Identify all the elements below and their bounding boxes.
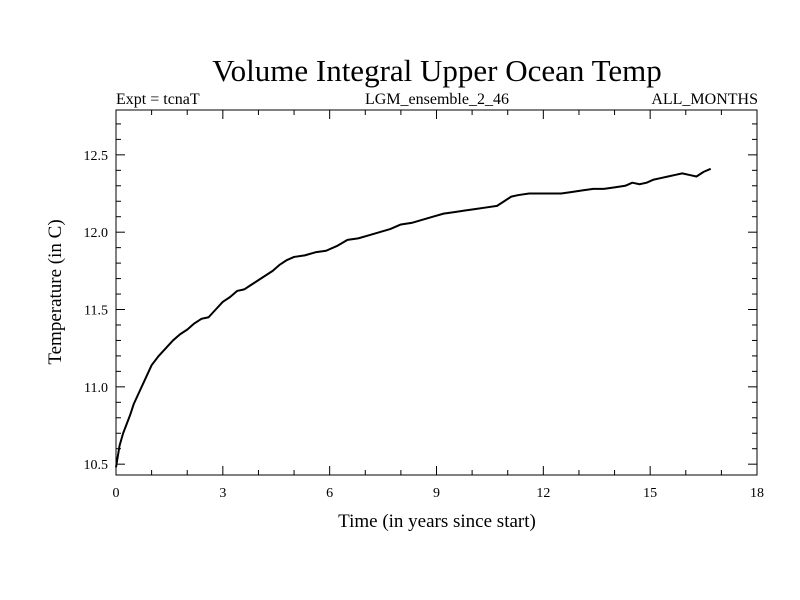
y-tick-label: 11.0	[84, 381, 108, 396]
x-tick-label: 9	[433, 486, 440, 501]
x-axis-label: Time (in years since start)	[338, 511, 536, 532]
months-label: ALL_MONTHS	[651, 91, 758, 108]
plot-frame	[115, 109, 758, 476]
x-tick-label: 0	[113, 486, 120, 501]
y-tick-label: 12.0	[84, 226, 109, 241]
x-tick-label: 3	[219, 486, 226, 501]
ensemble-label: LGM_ensemble_2_46	[365, 91, 509, 108]
tick-labels: 0 3 6 9 12 15 18 10.5 11.0 11.5 12.0 12.5	[84, 149, 765, 501]
x-tick-label: 6	[326, 486, 333, 501]
y-tick-label: 10.5	[84, 458, 109, 473]
chart-title: Volume Integral Upper Ocean Temp	[212, 53, 662, 88]
x-tick-label: 12	[536, 486, 550, 501]
experiment-label: Expt = tcnaT	[116, 91, 200, 108]
series-layer	[115, 167, 712, 468]
temperature-series-line	[115, 167, 712, 468]
y-tick-label: 12.5	[84, 149, 109, 164]
x-tick-label: 18	[750, 486, 764, 501]
y-axis-label: Temperature (in C)	[45, 219, 66, 364]
x-tick-label: 15	[643, 486, 657, 501]
y-tick-label: 11.5	[84, 304, 108, 319]
axis-ticks	[115, 110, 758, 475]
